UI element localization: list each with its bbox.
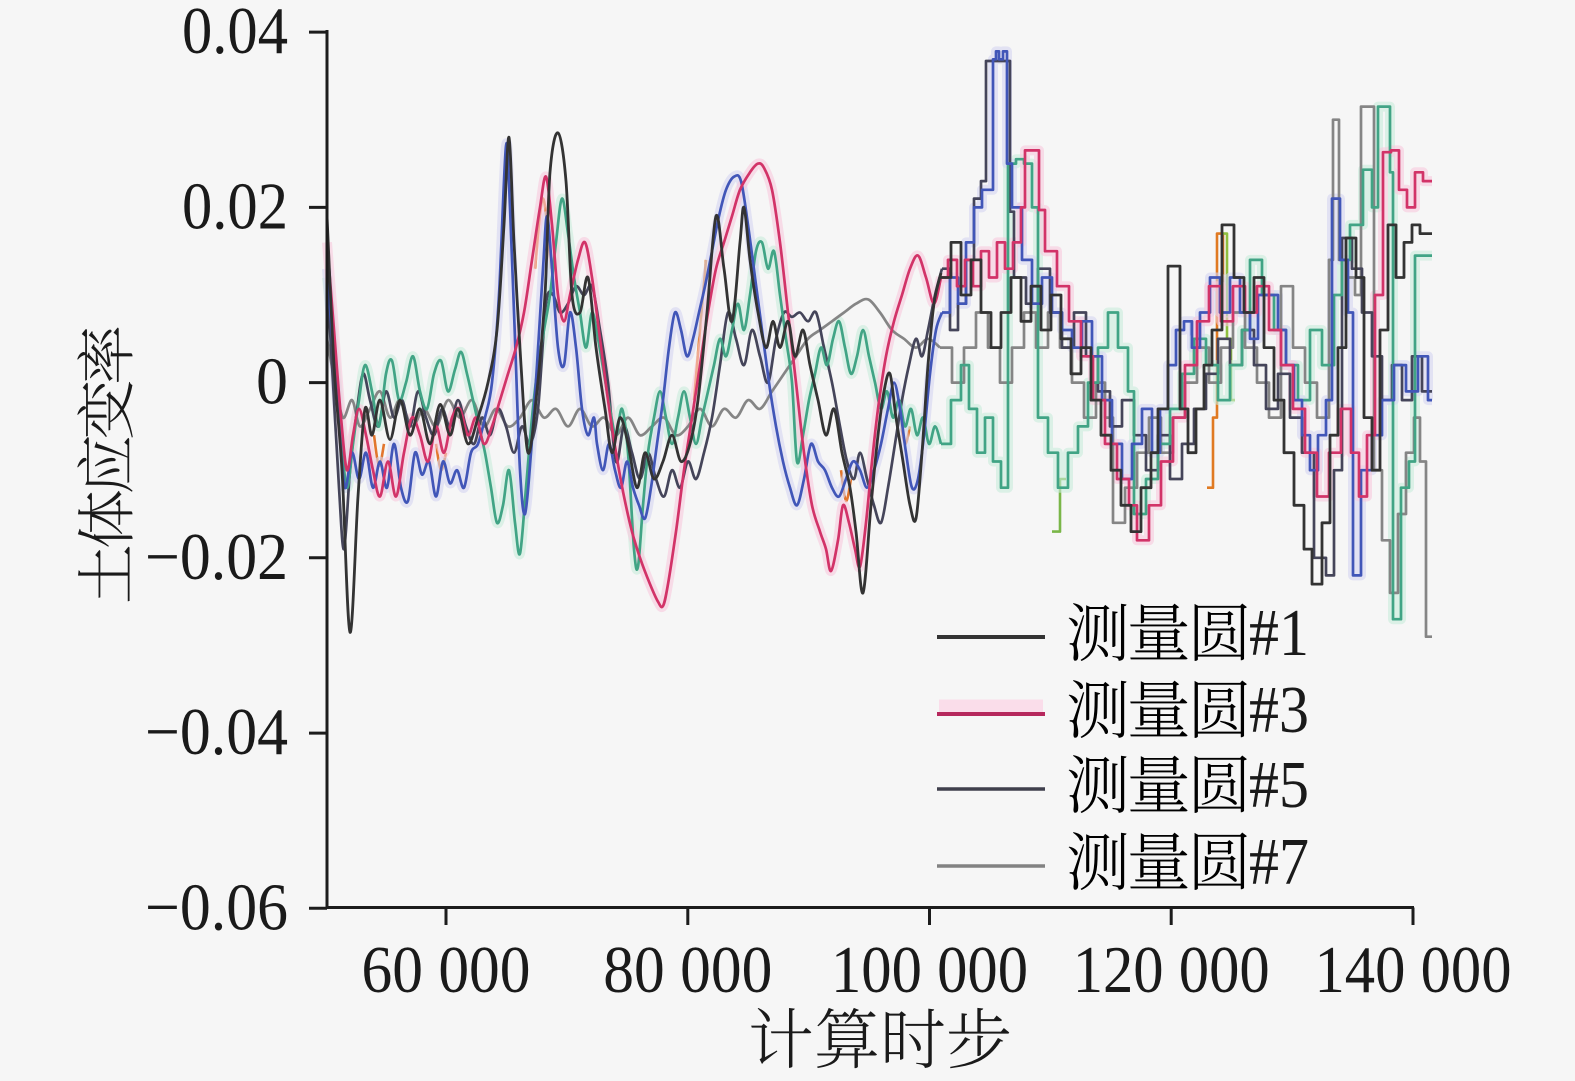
svg-text:−0.02: −0.02 <box>145 520 288 594</box>
svg-text:60 000: 60 000 <box>362 933 531 1007</box>
svg-text:100 000: 100 000 <box>831 933 1028 1007</box>
svg-text:0.02: 0.02 <box>182 169 288 243</box>
svg-text:140 000: 140 000 <box>1315 933 1512 1007</box>
svg-text:#5: #5 <box>1249 748 1309 822</box>
svg-text:#3: #3 <box>1249 673 1309 747</box>
svg-text:120 000: 120 000 <box>1073 933 1270 1007</box>
svg-text:0: 0 <box>256 345 288 419</box>
svg-text:#1: #1 <box>1249 596 1309 670</box>
svg-text:#7: #7 <box>1249 825 1309 899</box>
svg-text:−0.04: −0.04 <box>145 695 288 769</box>
svg-text:0.04: 0.04 <box>182 0 288 68</box>
svg-text:−0.06: −0.06 <box>145 870 288 944</box>
svg-text:80 000: 80 000 <box>603 933 772 1007</box>
